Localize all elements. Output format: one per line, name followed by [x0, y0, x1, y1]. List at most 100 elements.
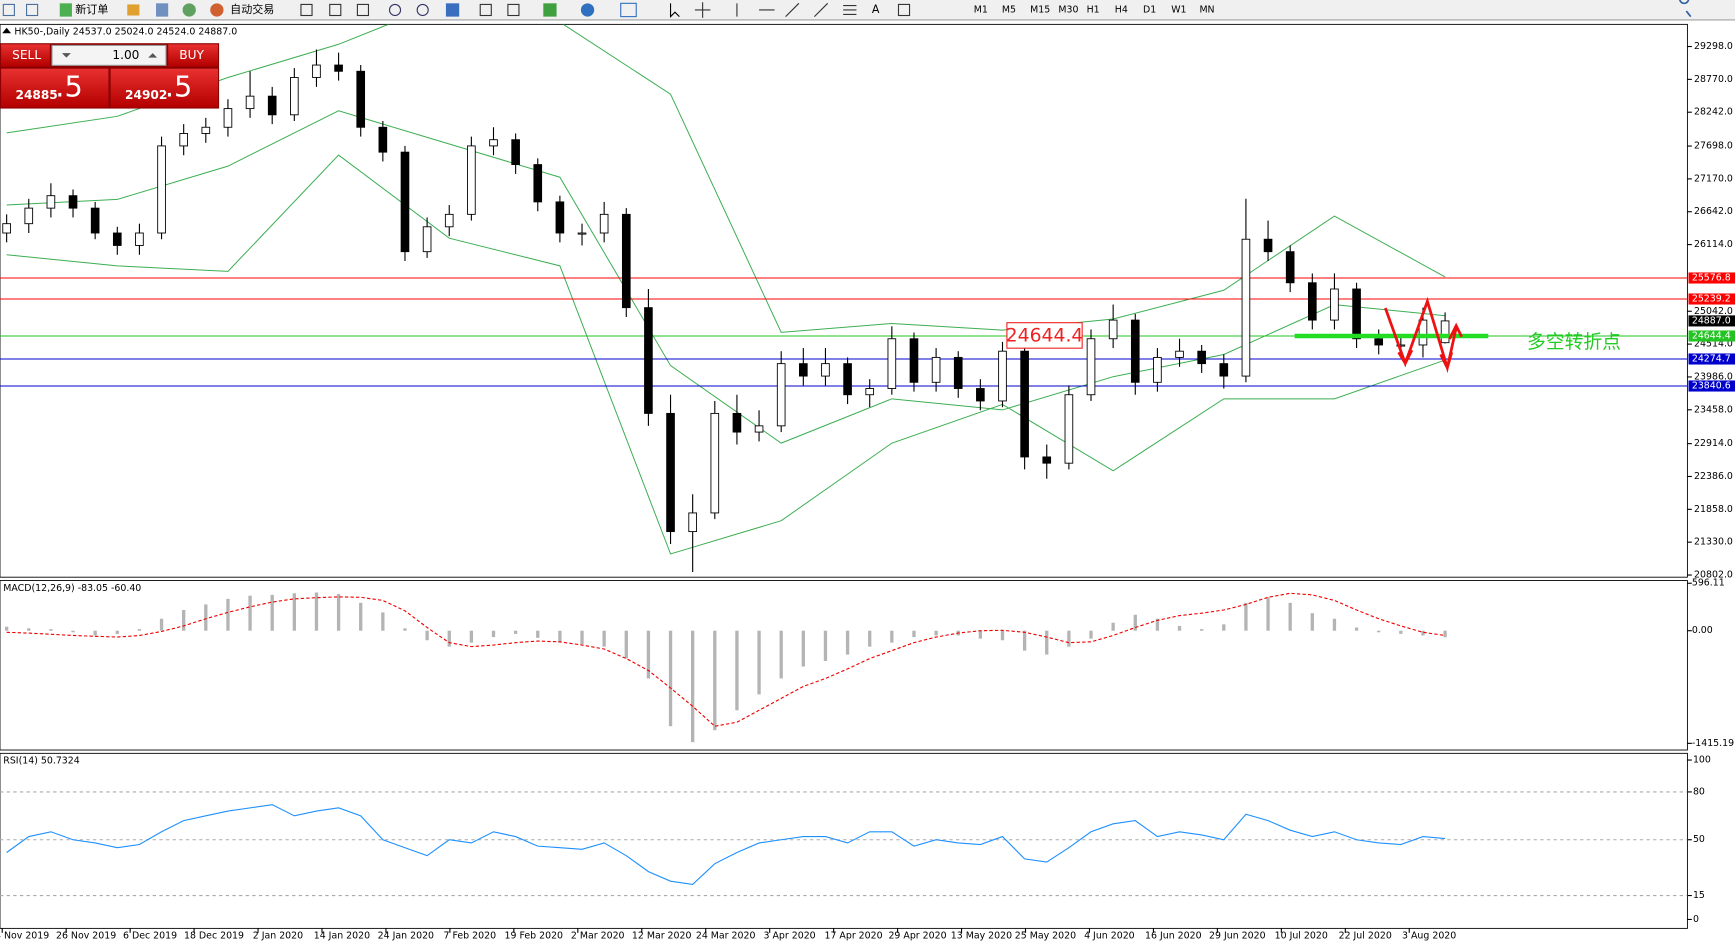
- macd-bar: [624, 630, 628, 659]
- timeframe-button[interactable]: H1: [1087, 4, 1100, 15]
- spin-up[interactable]: [148, 53, 158, 58]
- y-tick-label: 25042.0: [1694, 306, 1733, 317]
- macd-bar: [403, 628, 407, 631]
- icon[interactable]: [416, 3, 429, 17]
- ask-main: 24902: [125, 88, 167, 102]
- y-tick-label: 24514.0: [1694, 339, 1733, 350]
- y-tick-label: 596.11: [1692, 578, 1725, 589]
- icon[interactable]: [620, 2, 637, 18]
- candle-body: [821, 363, 830, 377]
- icon[interactable]: [127, 4, 140, 16]
- icon[interactable]: [543, 3, 557, 17]
- candle-body: [290, 77, 299, 116]
- y-tick-label: 21858.0: [1694, 504, 1733, 515]
- timeframe-button[interactable]: H4: [1115, 4, 1128, 15]
- icon[interactable]: [300, 3, 313, 17]
- icon[interactable]: [445, 3, 460, 17]
- icon[interactable]: [26, 3, 39, 17]
- y-tick-label: 23986.0: [1694, 371, 1733, 382]
- annotation-box: [1006, 322, 1083, 349]
- icon[interactable]: A: [872, 3, 880, 16]
- candle-body: [223, 108, 233, 128]
- level-tag-label: 24644.4: [1692, 330, 1731, 341]
- macd-bar: [314, 592, 319, 631]
- icon[interactable]: [2, 3, 15, 17]
- new-order-button[interactable]: 新订单: [75, 2, 108, 16]
- y-tick-label: 23458.0: [1694, 404, 1733, 415]
- candle-body: [799, 363, 808, 377]
- x-tick-label: 16 Jun 2020: [1145, 931, 1202, 942]
- volume-input[interactable]: [51, 44, 167, 66]
- candle-body: [400, 151, 410, 253]
- macd-bar: [536, 630, 540, 638]
- bollinger-lower: [6, 154, 1446, 555]
- y-tick-label: 27170.0: [1694, 173, 1733, 184]
- icon[interactable]: [59, 3, 72, 17]
- candle-body: [976, 388, 985, 402]
- auto-trade-button[interactable]: 自动交易: [230, 2, 274, 16]
- icon[interactable]: [580, 3, 595, 17]
- icon[interactable]: [356, 3, 370, 17]
- buy-price-box[interactable]: [110, 68, 218, 108]
- macd-signal: [6, 592, 1446, 727]
- timeframe-button[interactable]: M30: [1058, 4, 1078, 15]
- annotation-text: 多空转折点: [1527, 331, 1621, 353]
- y-tick-label: 0.00: [1692, 625, 1713, 636]
- icon[interactable]: [897, 3, 911, 17]
- macd-bar: [49, 629, 53, 631]
- candle-body: [1440, 320, 1450, 344]
- macd-bar: [1244, 602, 1248, 631]
- icon[interactable]: [507, 3, 520, 17]
- price-plot: [0, 24, 1688, 573]
- macd-bar: [1067, 630, 1071, 647]
- y-tick-label: 27698.0: [1694, 141, 1733, 152]
- sell-label: SELL: [12, 48, 41, 62]
- candle-body: [953, 356, 963, 389]
- icon[interactable]: [669, 3, 680, 18]
- timeframe-button[interactable]: M15: [1030, 4, 1050, 15]
- icon[interactable]: [694, 2, 711, 18]
- search-icon[interactable]: [1679, 0, 1692, 18]
- timeframe-button[interactable]: MN: [1199, 4, 1214, 15]
- timeframe-button[interactable]: M1: [974, 4, 988, 15]
- timeframe-button[interactable]: M5: [1002, 4, 1016, 15]
- x-tick-label: 10 Jul 2020: [1275, 931, 1328, 942]
- macd-bar: [115, 630, 119, 634]
- macd-bar: [1200, 629, 1204, 631]
- macd-bar: [381, 612, 385, 631]
- toolbar-icons: A: [2, 0, 1692, 18]
- candle-body: [24, 207, 34, 225]
- price-panel: [0, 23, 1688, 578]
- candle-body: [998, 350, 1007, 402]
- buy-button[interactable]: [168, 44, 218, 67]
- icon[interactable]: [329, 3, 342, 17]
- sell-button[interactable]: [1, 44, 50, 67]
- macd-bar: [204, 604, 208, 631]
- macd-bar: [226, 598, 230, 631]
- candle-body: [245, 95, 255, 110]
- macd-bar: [159, 618, 164, 631]
- icon[interactable]: [210, 3, 224, 17]
- icon[interactable]: [479, 3, 492, 17]
- macd-bar: [558, 630, 562, 643]
- timeframe-button[interactable]: D1: [1143, 4, 1156, 15]
- macd-bar: [336, 594, 341, 631]
- candle-body: [555, 201, 565, 234]
- candle-body: [267, 95, 277, 116]
- macd-bar: [646, 630, 651, 679]
- icon[interactable]: [388, 3, 402, 17]
- icon[interactable]: [156, 3, 169, 17]
- timeframe-button[interactable]: W1: [1171, 4, 1186, 15]
- icon[interactable]: [736, 2, 857, 18]
- macd-bar: [1155, 618, 1160, 631]
- sell-price-box[interactable]: [1, 68, 109, 108]
- annotation-box-label: 24644.4: [1006, 325, 1084, 346]
- x-tick-label: 17 Apr 2020: [824, 931, 882, 942]
- icon[interactable]: [182, 3, 196, 17]
- candle-body: [1396, 344, 1406, 347]
- macd-bar: [1310, 613, 1314, 631]
- spin-down[interactable]: [61, 53, 71, 58]
- bid-fraction: .5: [55, 70, 82, 104]
- y-tick-label: 100: [1693, 755, 1711, 766]
